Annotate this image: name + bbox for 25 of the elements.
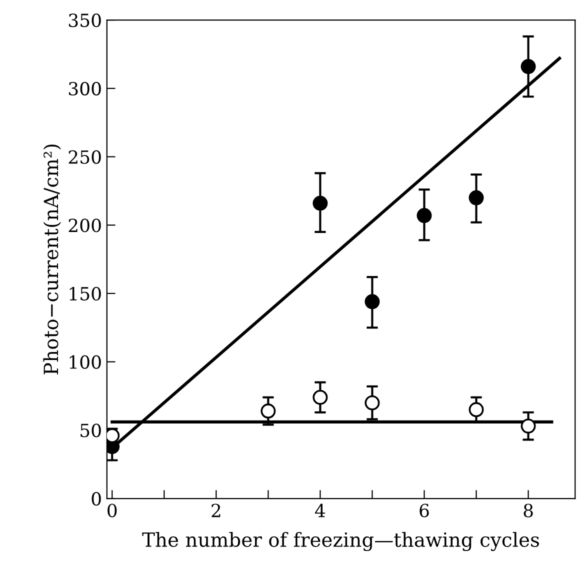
point: [364, 294, 380, 310]
point: [520, 59, 536, 74]
point: [260, 404, 276, 419]
x-axis-title: The number of freezing—thawing cycles: [142, 532, 540, 552]
y-tick-label: 250: [68, 150, 101, 164]
y-tick-label: 350: [68, 14, 101, 28]
y-axis-title: Photo−current(nA/cm²): [43, 144, 62, 374]
y-tick-label: 50: [80, 424, 101, 438]
x-tick-label: 8: [524, 504, 533, 518]
y-tick-label: 200: [68, 218, 101, 232]
x-tick-label: 2: [212, 504, 220, 518]
point: [312, 196, 328, 211]
y-tick-label: 0: [92, 492, 101, 506]
point: [312, 390, 328, 405]
point: [520, 418, 536, 434]
point: [468, 190, 484, 206]
point: [364, 395, 380, 410]
x-tick-label: 6: [420, 504, 429, 518]
x-tick-label: 0: [108, 504, 117, 518]
point: [468, 402, 484, 418]
point: [416, 208, 432, 224]
x-tick-label: 4: [315, 504, 326, 518]
y-tick-label: 100: [70, 355, 101, 369]
y-tick-label: 300: [68, 82, 101, 96]
y-tick-label: 150: [70, 286, 101, 301]
